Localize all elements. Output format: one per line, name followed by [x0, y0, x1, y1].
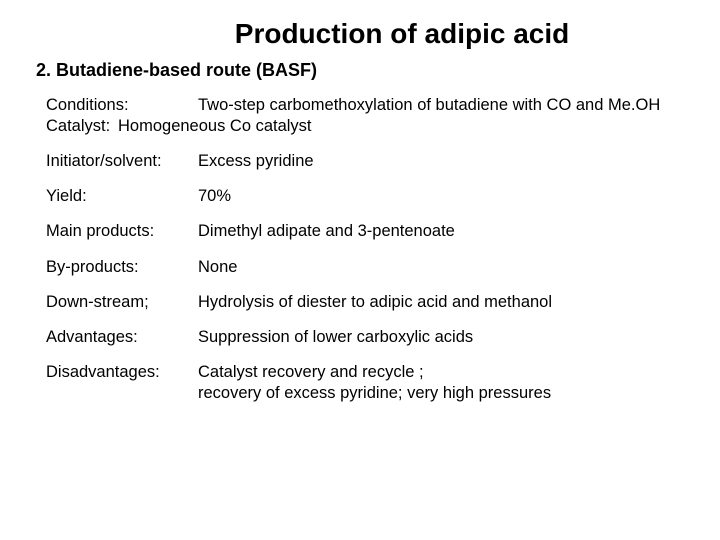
section-subtitle: 2. Butadiene-based route (BASF)	[36, 60, 688, 81]
value-disadvantages: Catalyst recovery and recycle ; recovery…	[198, 362, 688, 404]
row-down-stream: Down-stream; Hydrolysis of diester to ad…	[46, 292, 688, 313]
page-title: Production of adipic acid	[36, 18, 688, 50]
label-by-products: By-products:	[46, 257, 198, 278]
value-down-stream: Hydrolysis of diester to adipic acid and…	[198, 292, 688, 313]
label-catalyst: Catalyst:	[46, 116, 118, 137]
row-catalyst: Catalyst: Homogeneous Co catalyst	[46, 116, 688, 137]
value-initiator: Excess pyridine	[198, 151, 688, 172]
label-yield: Yield:	[46, 186, 198, 207]
value-by-products: None	[198, 257, 688, 278]
label-disadvantages: Disadvantages:	[46, 362, 198, 404]
label-down-stream: Down-stream;	[46, 292, 198, 313]
value-conditions: Two-step carbomethoxylation of butadiene…	[198, 95, 688, 116]
row-initiator: Initiator/solvent: Excess pyridine	[46, 151, 688, 172]
label-main-products: Main products:	[46, 221, 198, 242]
label-advantages: Advantages:	[46, 327, 198, 348]
row-main-products: Main products: Dimethyl adipate and 3-pe…	[46, 221, 688, 242]
row-by-products: By-products: None	[46, 257, 688, 278]
label-conditions: Conditions:	[46, 95, 198, 116]
value-catalyst: Homogeneous Co catalyst	[118, 116, 688, 137]
value-yield: 70%	[198, 186, 688, 207]
row-advantages: Advantages: Suppression of lower carboxy…	[46, 327, 688, 348]
row-conditions: Conditions: Two-step carbomethoxylation …	[46, 95, 688, 116]
row-yield: Yield: 70%	[46, 186, 688, 207]
value-advantages: Suppression of lower carboxylic acids	[198, 327, 688, 348]
detail-list: Conditions: Two-step carbomethoxylation …	[36, 95, 688, 404]
label-initiator: Initiator/solvent:	[46, 151, 198, 172]
row-disadvantages: Disadvantages: Catalyst recovery and rec…	[46, 362, 688, 404]
value-main-products: Dimethyl adipate and 3-pentenoate	[198, 221, 688, 242]
